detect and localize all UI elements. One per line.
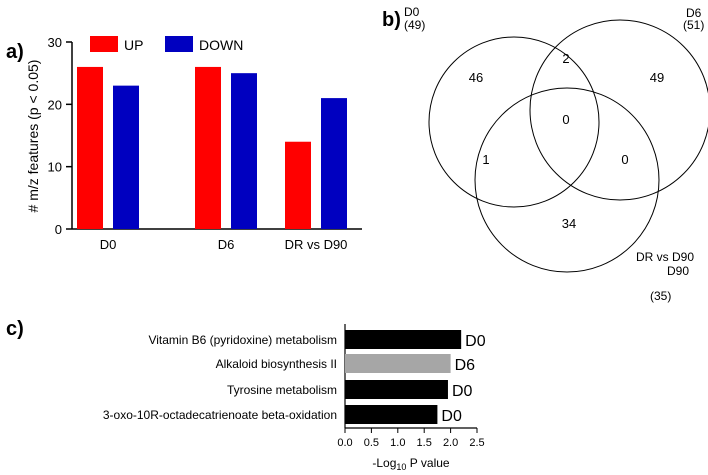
x-tick-label-c-4: 2.0	[443, 437, 458, 449]
venn-circle-d6	[529, 19, 708, 201]
venn-set-count-d6: (51)	[683, 18, 704, 32]
venn-set-count-d0: (49)	[404, 18, 425, 32]
pathway-group-1: D6	[455, 357, 476, 374]
venn-region-only-d6: 49	[650, 70, 664, 85]
bar-chart-features: # m/z features (p < 0.05) 0 10 20 30 D0 D6 DR…	[25, 35, 362, 252]
venn-circle-dr	[474, 87, 660, 273]
x-ticks-c: 0.0 0.5 1.0 1.5 2.0 2.5	[337, 428, 485, 449]
x-axis-label-c: -Log10 P value	[372, 456, 450, 472]
venn-region-d0-d6: 2	[562, 51, 569, 66]
legend: UP DOWN	[90, 36, 243, 53]
bar-down-2	[321, 98, 347, 229]
category-label-0: D0	[100, 237, 117, 252]
legend-label-down: DOWN	[199, 37, 243, 53]
pathway-label-2: Tyrosine metabolism	[227, 383, 337, 397]
venn-region-only-d0: 46	[469, 70, 483, 85]
venn-set-count-dr: (35)	[650, 289, 671, 303]
pathway-group-0: D0	[465, 333, 486, 350]
pathway-bar-0	[345, 330, 462, 349]
pathway-bars: Vitamin B6 (pyridoxine) metabolism D0 Alka…	[103, 330, 486, 425]
pathway-label-0: Vitamin B6 (pyridoxine) metabolism	[148, 333, 337, 347]
venn-set-label-d0: D0	[404, 5, 420, 19]
y-ticks: 0 10 20 30	[48, 35, 72, 237]
venn-region-only-dr: 34	[562, 216, 576, 231]
bars	[77, 66, 347, 230]
legend-label-up: UP	[124, 37, 143, 53]
pathway-label-3: 3-oxo-10R-octadecatrienoate beta-oxidati…	[103, 408, 337, 422]
pathway-bar-3	[345, 405, 438, 424]
y-tick-label-3: 30	[48, 35, 62, 50]
y-tick-label-2: 20	[48, 97, 62, 112]
pathway-bar-1	[345, 354, 451, 373]
x-tick-label-c-3: 1.5	[417, 437, 432, 449]
venn-set-label-dr-line2: D90	[667, 264, 689, 278]
panel-label-a: a)	[6, 41, 24, 63]
x-tick-label-c-0: 0.0	[337, 437, 352, 449]
venn-region-all: 0	[562, 112, 569, 127]
pathway-group-3: D0	[441, 408, 462, 425]
bar-down-1	[231, 73, 257, 230]
category-label-2: DR vs D90	[285, 237, 348, 252]
pathway-bar-chart: Vitamin B6 (pyridoxine) metabolism D0 Alka…	[103, 324, 486, 472]
venn-region-d0-dr: 1	[482, 152, 489, 167]
bar-up-1	[195, 66, 221, 229]
legend-swatch-up	[90, 36, 118, 52]
bar-down-0	[113, 85, 139, 229]
category-labels: D0 D6 DR vs D90	[100, 237, 348, 252]
pathway-label-1: Alkaloid biosynthesis II	[216, 357, 337, 371]
venn-diagram: D0 (49) D6 (51) DR vs D90 D90 (35) 46 49…	[404, 5, 708, 303]
pathway-bar-2	[345, 380, 448, 399]
panel-label-c: c)	[6, 318, 24, 340]
x-tick-label-c-2: 1.0	[390, 437, 405, 449]
y-tick-label-0: 0	[55, 222, 62, 237]
bar-up-0	[77, 66, 103, 229]
venn-region-d6-dr: 0	[621, 152, 628, 167]
panel-label-b: b)	[382, 9, 401, 31]
x-tick-label-c-1: 0.5	[364, 437, 379, 449]
venn-set-label-d6: D6	[686, 6, 702, 20]
bar-up-2	[285, 141, 311, 229]
y-axis-label: # m/z features (p < 0.05)	[25, 60, 41, 213]
category-label-1: D6	[218, 237, 235, 252]
x-tick-label-c-5: 2.5	[469, 437, 484, 449]
pathway-group-2: D0	[452, 383, 473, 400]
venn-circle-d0	[428, 36, 600, 208]
y-tick-label-1: 10	[48, 160, 62, 175]
legend-swatch-down	[165, 36, 193, 52]
venn-set-label-dr: DR vs D90	[636, 250, 694, 264]
